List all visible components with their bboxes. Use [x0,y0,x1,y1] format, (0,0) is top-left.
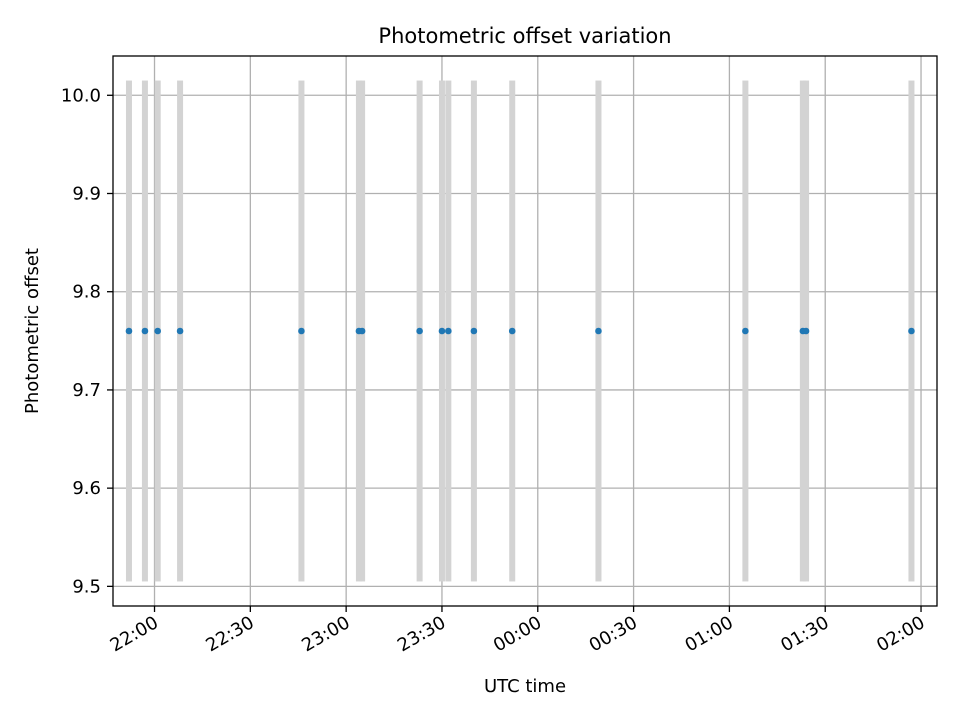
y-tick-label: 9.9 [72,184,101,205]
data-point [595,327,602,335]
data-point [141,327,149,335]
y-tick-label: 10.0 [61,85,101,106]
y-axis-label: Photometric offset [22,248,43,414]
data-point [358,327,366,335]
data-point [176,327,184,335]
data-point [298,327,305,335]
x-axis-label: UTC time [484,676,566,697]
data-point [470,327,478,335]
y-tick-label: 9.7 [72,380,101,401]
data-point [908,327,915,335]
y-tick-label: 9.5 [72,576,101,597]
data-point [438,327,446,335]
data-point [416,327,423,335]
data-point [508,327,516,335]
data-point [154,327,162,335]
data-point [125,327,133,335]
data-point [445,327,452,335]
chart-title: Photometric offset variation [378,24,671,48]
point-layer [125,327,915,335]
plot-area-frame [112,55,938,607]
y-tick-label: 9.6 [72,478,101,499]
y-tick-label: 9.8 [72,282,101,303]
data-point [802,327,810,335]
data-point [742,327,749,335]
